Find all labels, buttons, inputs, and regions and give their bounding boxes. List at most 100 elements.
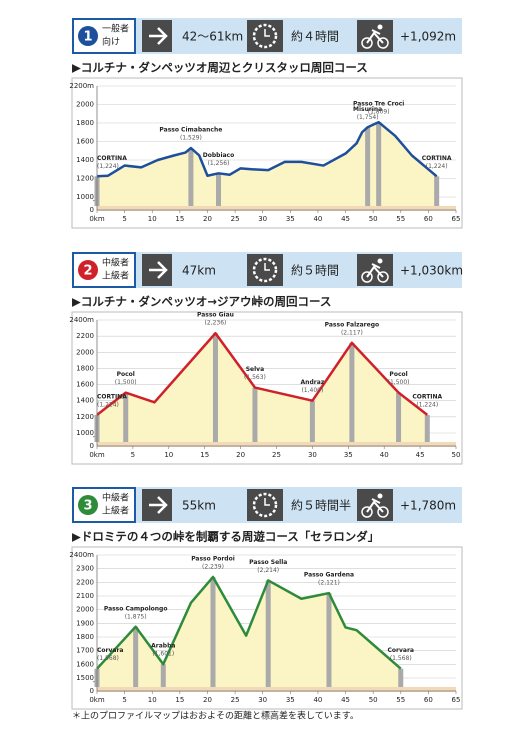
y-tick-label: 2100 — [76, 592, 94, 600]
y-tick-label: 2200 — [76, 578, 94, 586]
place-name: Passo Tre Croci — [353, 101, 404, 108]
wheel — [377, 37, 389, 49]
x-tick-label: 30 — [258, 696, 267, 704]
x-tick-label: 10 — [148, 696, 157, 704]
place-elevation: (1,500) — [388, 379, 410, 386]
place-name: Misurina — [353, 106, 382, 113]
x-tick-label: 45 — [341, 215, 350, 223]
place-elevation: (1,754) — [357, 114, 379, 121]
place-elevation: (1,563) — [244, 374, 266, 381]
wheel — [377, 506, 389, 518]
place-elevation: (2,236) — [205, 320, 227, 327]
y-tick-label: 1000 — [76, 429, 94, 437]
y-tick-label: 1600 — [76, 138, 94, 146]
place-elevation: (2,117) — [341, 329, 363, 336]
rider-head — [377, 258, 383, 264]
place-elevation: (1,400) — [301, 387, 323, 394]
y-tick-label: 0 — [90, 442, 94, 450]
y-tick-label: 2000 — [76, 101, 94, 109]
rider-head — [377, 493, 383, 499]
ground — [97, 687, 456, 692]
place-elevation: (1,224) — [97, 163, 119, 170]
distance: 42〜61km — [182, 30, 243, 44]
summit-post — [188, 148, 194, 206]
clock-hands — [264, 263, 270, 271]
ground — [97, 206, 456, 211]
y-tick-label: 1600 — [76, 381, 94, 389]
place-name: Passo Campolongo — [104, 605, 168, 612]
x-tick-label: 0km — [89, 451, 105, 459]
rider — [366, 498, 384, 513]
clock-icon — [252, 492, 278, 518]
place-name: Passo Giau — [197, 312, 234, 319]
chart-title: ▶コルチナ・ダンペッツオ周辺とクリスタッロ周回コース — [72, 61, 368, 75]
x-tick-label: 10 — [164, 451, 173, 459]
x-tick-label: 55 — [396, 696, 405, 704]
profile-line — [96, 575, 402, 670]
badge-circle — [78, 26, 98, 46]
x-tick-label: 50 — [369, 215, 378, 223]
y-tick-label: 1800 — [76, 633, 94, 641]
y-tick-label: 1200 — [76, 413, 94, 421]
place-name: CORTINA — [412, 393, 442, 400]
time: 約５時間 — [291, 263, 339, 278]
x-tick-label: 60 — [424, 696, 433, 704]
x-tick-label: 35 — [286, 696, 295, 704]
x-tick-label: 15 — [175, 696, 184, 704]
x-tick-label: 30 — [308, 451, 317, 459]
place-name: CORTINA — [97, 393, 127, 400]
x-tick-label: 50 — [452, 451, 461, 459]
place-name: Passo Cimabanche — [159, 127, 222, 134]
x-tick-label: 25 — [231, 215, 240, 223]
chart-title: ▶ドロミテの４つの峠を制覇する周遊コース「セラロンダ」 — [72, 530, 379, 544]
wheel — [361, 506, 373, 518]
place-elevation: (1,875) — [125, 613, 147, 620]
y-tick-label: 2400m — [69, 551, 94, 559]
place-elevation: (1,224) — [97, 401, 119, 408]
place-elevation: (1,224) — [416, 401, 438, 408]
y-tick-label: 1900 — [76, 619, 94, 627]
clock-icon — [252, 257, 278, 283]
level: 一般者 — [102, 23, 129, 35]
arrow-icon — [149, 261, 168, 279]
y-tick-label: 1200 — [76, 175, 94, 183]
arrow-icon — [149, 496, 168, 514]
time: 約５時間半 — [291, 498, 351, 513]
summit-post — [424, 414, 430, 442]
summit-post — [210, 577, 216, 687]
place-elevation: (2,214) — [257, 567, 279, 574]
y-tick-label: 2000 — [76, 606, 94, 614]
x-tick-label: 35 — [286, 215, 295, 223]
place-name: Passo Gardena — [304, 572, 354, 579]
summit-post — [133, 626, 139, 687]
x-tick-label: 50 — [369, 696, 378, 704]
x-tick-label: 65 — [452, 696, 461, 704]
icon-box — [357, 254, 393, 286]
x-tick-label: 0km — [89, 696, 105, 704]
x-tick-label: 25 — [231, 696, 240, 704]
summit-post — [349, 342, 355, 442]
place-elevation: (1,500) — [115, 379, 137, 386]
gain: +1,780m — [400, 499, 456, 513]
x-tick-label: 5 — [122, 696, 126, 704]
summit-post — [376, 122, 382, 206]
x-tick-label: 10 — [148, 215, 157, 223]
place-name: Corvara — [97, 647, 123, 654]
y-tick-label: 1400 — [76, 156, 94, 164]
y-tick-label: 1800 — [76, 364, 94, 372]
x-tick-label: 0km — [89, 215, 105, 223]
area — [97, 333, 428, 442]
gain: +1,030km — [400, 264, 463, 278]
summit-post — [326, 593, 332, 687]
summit-post — [309, 400, 315, 442]
place-name: Passo Falzarego — [325, 321, 379, 328]
y-tick-label: 1600 — [76, 660, 94, 668]
place-elevation: (1,224) — [426, 163, 448, 170]
place-elevation: (1,809) — [368, 109, 390, 116]
y-tick-label: 0 — [90, 687, 94, 695]
summit-post — [365, 127, 371, 206]
x-tick-label: 35 — [344, 451, 353, 459]
summit-post — [160, 664, 166, 687]
x-tick-label: 25 — [272, 451, 281, 459]
